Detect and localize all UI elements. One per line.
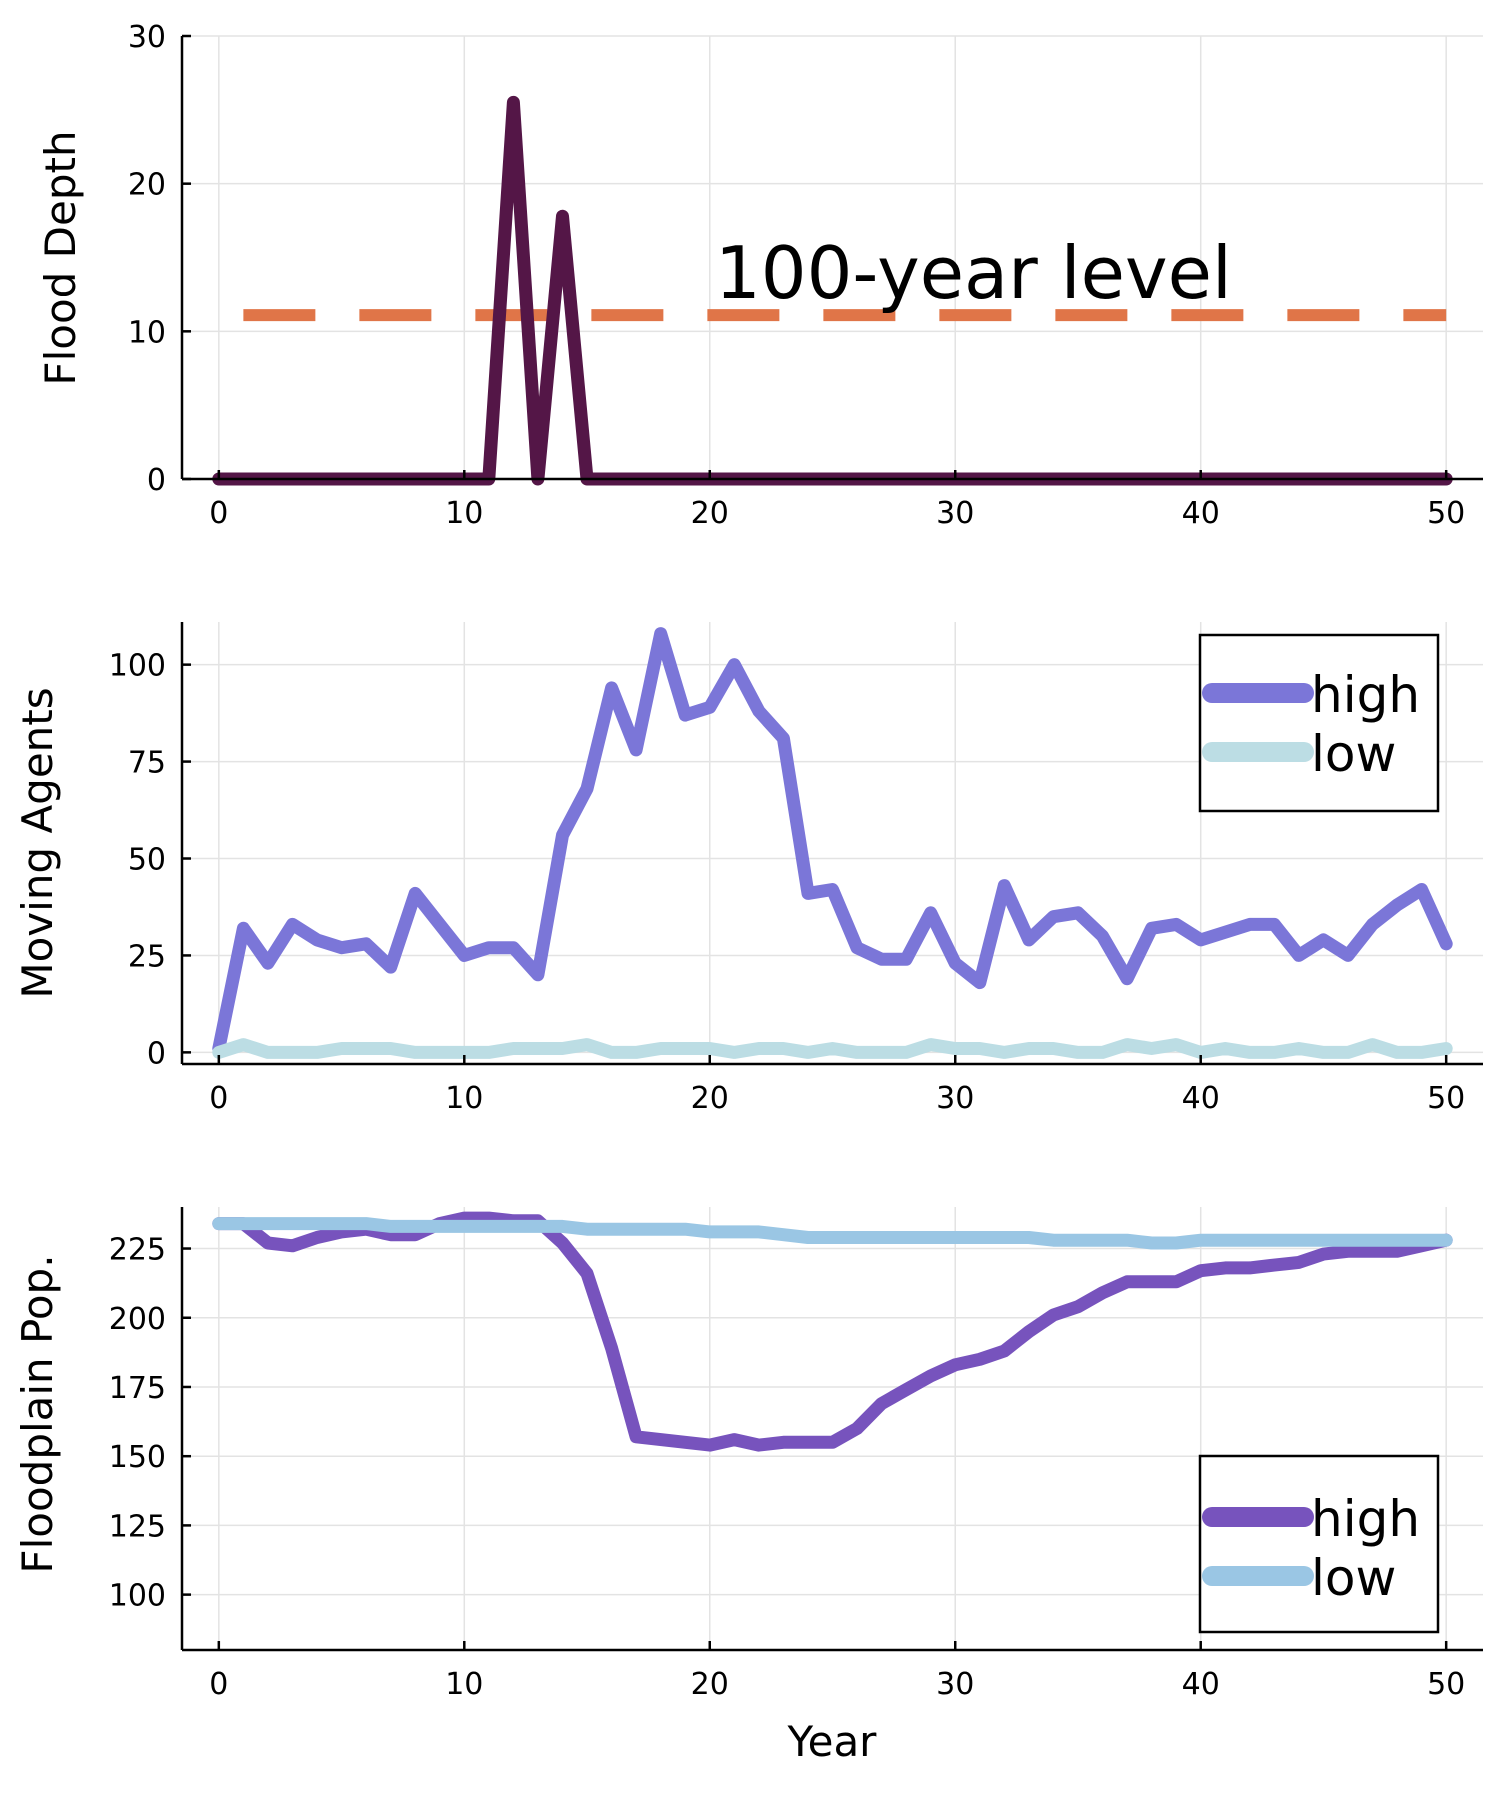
floodplain-pop-y-tick-label-225: 225	[109, 1233, 166, 1268]
floodplain-pop-x-tick-label-20: 20	[691, 1667, 729, 1702]
flood-depth-axes: 0 10 20 30 40 50 0 10 20 30	[128, 20, 1483, 531]
floodplain-pop-y-tick-label-125: 125	[109, 1509, 166, 1544]
floodplain-pop-legend: high low	[1198, 1454, 1440, 1634]
floodplain-pop-series	[212, 1211, 1453, 1452]
flood-depth-y-tick-label-0: 0	[147, 463, 166, 498]
floodplain-pop-x-tick-label-0: 0	[209, 1667, 228, 1702]
moving-agents-panel: 0 10 20 30 40 50 0 25 50 75 100 Moving Agents high…	[13, 622, 1483, 1116]
flood-depth-x-tick-label-0: 0	[209, 496, 228, 531]
legend-low-label: low	[1311, 725, 1396, 783]
floodplain-pop-x-tick-label-40: 40	[1182, 1667, 1220, 1702]
flood-depth-x-tick-label-50: 50	[1427, 496, 1465, 531]
moving-agents-x-tick-label-30: 30	[936, 1081, 974, 1116]
floodplain-pop-y-tick-label-175: 175	[109, 1371, 166, 1406]
moving-agents-y-tick-label-75: 75	[128, 746, 166, 781]
flood-depth-y-tick-label-30: 30	[128, 20, 166, 55]
floodplain-pop-grid	[182, 1207, 1483, 1650]
moving-agents-legend: high low	[1198, 633, 1440, 813]
flood-depth-x-tick-label-20: 20	[691, 496, 729, 531]
flood-depth-x-tick-label-30: 30	[936, 496, 974, 531]
moving-agents-x-tick-label-20: 20	[691, 1081, 729, 1116]
moving-agents-high-line	[212, 627, 1453, 1055]
moving-agents-y-tick-label-0: 0	[147, 1036, 166, 1071]
flood-depth-x-tick-label-40: 40	[1182, 496, 1220, 531]
floodplain-pop-x-tick-label-30: 30	[936, 1667, 974, 1702]
moving-agents-y-tick-label-25: 25	[128, 939, 166, 974]
floodplain-pop-legend-box	[1198, 1454, 1440, 1634]
floodplain-pop-panel: 0 10 20 30 40 50 100 125 150 175 200 225 Floodplain…	[13, 1207, 1483, 1766]
flood-depth-y-tick-label-20: 20	[128, 168, 166, 203]
moving-agents-low-line	[212, 1038, 1453, 1059]
flood-depth-y-tick-label-10: 10	[128, 315, 166, 350]
flood-depth-y-axis-label: Flood Depth	[36, 130, 85, 385]
x-axis-label: Year	[787, 1717, 878, 1766]
moving-agents-x-tick-label-50: 50	[1427, 1081, 1465, 1116]
moving-agents-x-tick-label-40: 40	[1182, 1081, 1220, 1116]
hundred-year-level-annotation: 100-year level	[715, 231, 1232, 315]
moving-agents-y-tick-label-100: 100	[109, 649, 166, 684]
moving-agents-x-tick-label-0: 0	[209, 1081, 228, 1116]
floodplain-pop-low-line	[212, 1217, 1453, 1250]
moving-agents-y-tick-label-50: 50	[128, 843, 166, 878]
floodplain-pop-y-tick-label-100: 100	[109, 1579, 166, 1614]
legend-high-label: high	[1311, 1490, 1420, 1548]
floodplain-pop-axes: 0 10 20 30 40 50 100 125 150 175 200 225	[109, 1207, 1483, 1702]
flood-depth-panel: 0 10 20 30 40 50 0 10 20 30 Flood Depth 100-year …	[36, 20, 1483, 531]
legend-low-label: low	[1311, 1549, 1396, 1607]
floodplain-pop-x-tick-label-50: 50	[1427, 1667, 1465, 1702]
moving-agents-y-axis-label: Moving Agents	[13, 687, 62, 998]
moving-agents-series	[212, 627, 1453, 1059]
moving-agents-x-tick-label-10: 10	[445, 1081, 483, 1116]
floodplain-pop-y-axis-label: Floodplain Pop.	[13, 1254, 62, 1573]
moving-agents-axes: 0 10 20 30 40 50 0 25 50 75 100	[109, 622, 1483, 1116]
moving-agents-legend-box	[1198, 633, 1440, 813]
floodplain-pop-y-tick-label-200: 200	[109, 1302, 166, 1337]
flood-depth-x-tick-label-10: 10	[445, 496, 483, 531]
floodplain-pop-y-tick-label-150: 150	[109, 1440, 166, 1475]
floodplain-pop-x-tick-label-10: 10	[445, 1667, 483, 1702]
legend-high-label: high	[1311, 666, 1420, 724]
